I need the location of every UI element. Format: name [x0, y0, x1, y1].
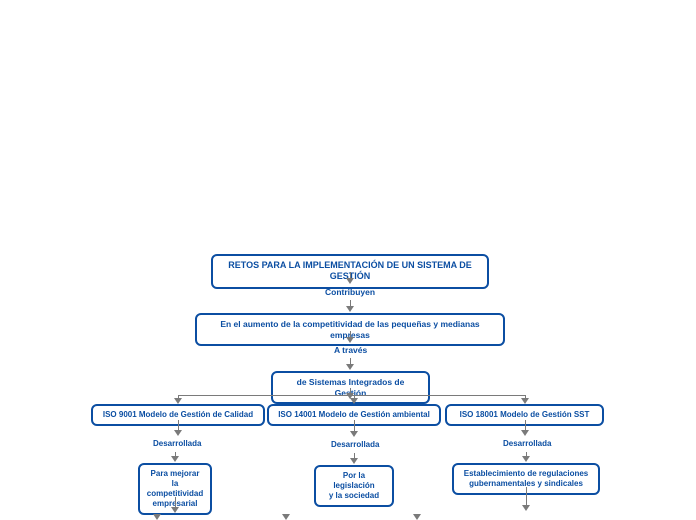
- label-desarrollada-3: Desarrollada: [503, 439, 551, 448]
- label-desarrollada-1: Desarrollada: [153, 439, 201, 448]
- node-leaf2[interactable]: Por la legislacióny la sociedad: [314, 465, 394, 507]
- label-atraves: A través: [334, 345, 367, 355]
- label-contribuyen: Contribuyen: [325, 287, 375, 297]
- label-desarrollada-2: Desarrollada: [331, 440, 379, 449]
